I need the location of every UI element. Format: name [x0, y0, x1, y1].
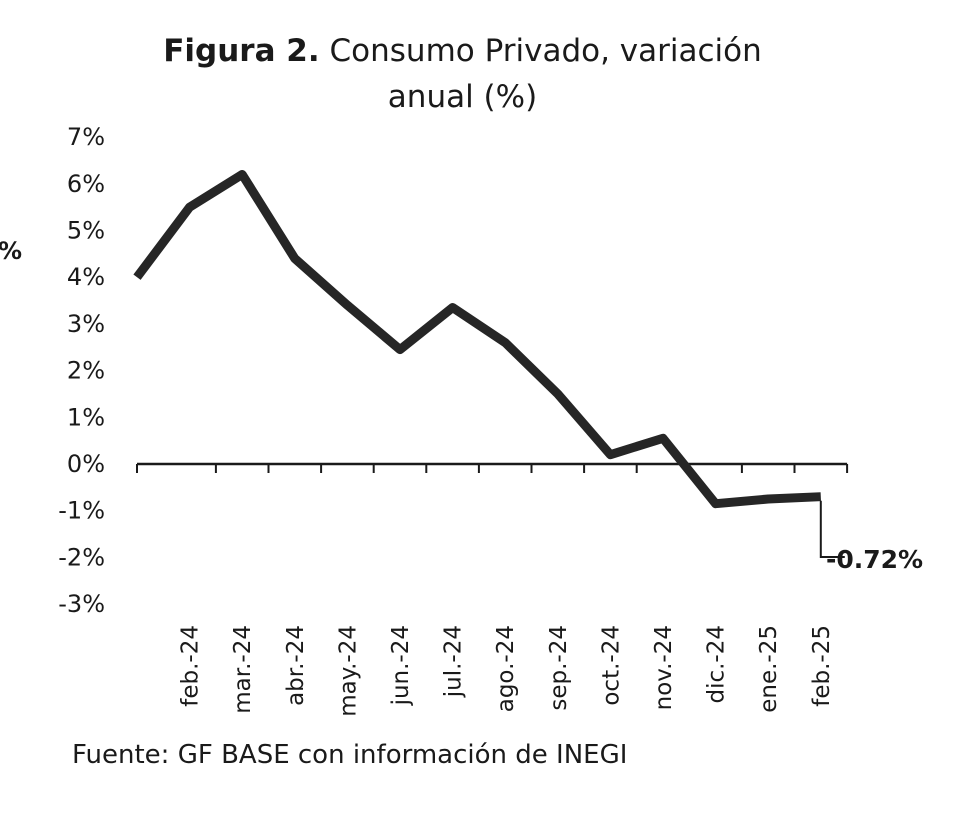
x-tick-label: sep.-24 [546, 625, 572, 711]
annotation-leader [819, 500, 845, 558]
x-tick-label: mar.-24 [230, 625, 256, 714]
annotation: -0.72% [819, 500, 923, 574]
y-tick-label: 7% [67, 123, 105, 151]
x-tick-label: jun.-24 [388, 625, 414, 706]
series-path [133, 169, 821, 509]
x-axis [136, 462, 849, 473]
x-tick-label: jul.-24 [441, 625, 467, 698]
x-tick-label: may.-24 [335, 625, 361, 717]
chart-title: Figura 2. Consumo Privado, variación anu… [0, 28, 925, 120]
title-line-1: Consumo Privado, variación [329, 33, 762, 69]
y-tick-label: 2% [67, 357, 105, 385]
x-tick-label: feb.-25 [809, 625, 835, 707]
x-tick-label: abr.-24 [283, 625, 309, 706]
annotation-label: -0.72% [826, 545, 923, 574]
y-tick-label: 3% [67, 310, 105, 338]
series-line [133, 169, 821, 509]
title-line-2: anual (%) [387, 79, 538, 115]
x-axis-ticks: feb.-24 mar.-24 abr.-24 may.-24 jun.-24 jul.-… [178, 625, 835, 717]
x-tick-label: oct.-24 [598, 625, 624, 706]
x-tick-label: ago.-24 [493, 625, 519, 712]
y-tick-label: 6% [67, 170, 105, 198]
x-tick-label: ene.-25 [756, 625, 782, 713]
x-tick-label: feb.-24 [178, 625, 204, 707]
y-tick-label: -1% [58, 497, 105, 525]
y-tick-label: 4% [67, 263, 105, 291]
y-tick-label: 1% [67, 403, 105, 431]
y-axis-ticks: 7% 6% 5% 4% 3% 2% 1% 0% -1% -2% -3% [58, 123, 105, 618]
x-tick-label: dic.-24 [704, 625, 730, 704]
y-tick-label: -3% [58, 590, 105, 618]
y-tick-label: -2% [58, 543, 105, 571]
y-tick-label: 0% [67, 450, 105, 478]
left-edge-percent: % [0, 237, 22, 265]
x-tick-label: nov.-24 [651, 625, 677, 710]
title-figure-label: Figura 2. [163, 33, 320, 69]
source-note: Fuente: GF BASE con información de INEGI [72, 740, 628, 770]
y-tick-label: 5% [67, 217, 105, 245]
